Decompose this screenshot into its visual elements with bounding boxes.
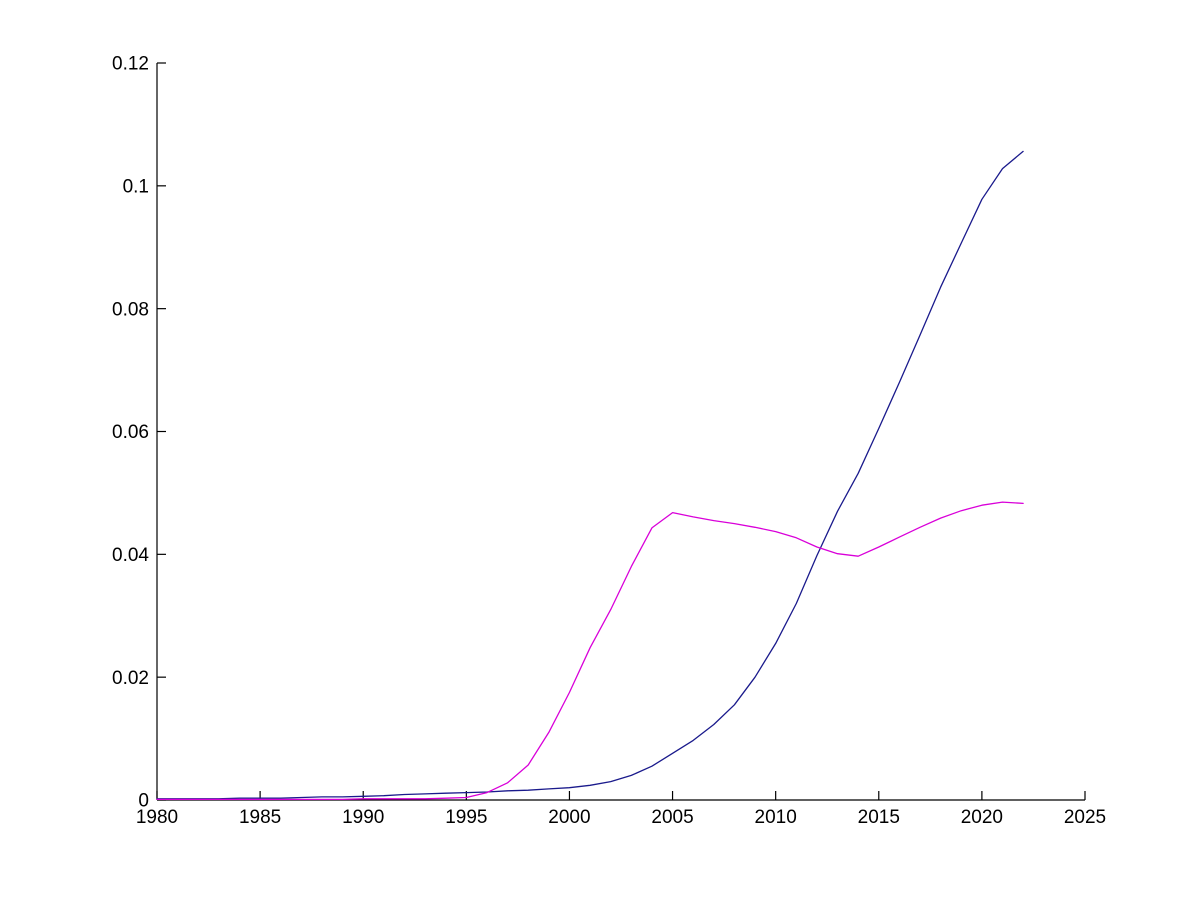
- x-tick-label: 2020: [961, 807, 1003, 828]
- x-tick-label: 1980: [136, 807, 178, 828]
- x-tick-label: 1990: [342, 807, 384, 828]
- y-tick-label: 0.06: [112, 422, 149, 443]
- navy-line: [156, 150, 1024, 800]
- magenta-line: [156, 501, 1024, 801]
- x-tick-label: 2010: [755, 807, 797, 828]
- x-tick-label: 2025: [1064, 807, 1106, 828]
- x-tick-label: 1995: [445, 807, 487, 828]
- x-tick-label: 1985: [239, 807, 281, 828]
- x-tick-label: 2005: [651, 807, 693, 828]
- y-tick-label: 0.08: [112, 299, 149, 320]
- axes: [156, 63, 1085, 801]
- tick-marks: [156, 62, 1086, 801]
- x-tick-label: 2015: [858, 807, 900, 828]
- y-tick-label: 0.1: [123, 176, 149, 197]
- x-tick-label: 2000: [548, 807, 590, 828]
- y-tick-label: 0.12: [112, 54, 149, 75]
- y-tick-label: 0.04: [112, 545, 149, 566]
- y-tick-label: 0: [138, 791, 149, 812]
- tick-labels: 1980 1985 1990 1995 2000 2005 2010 2015 2020 2025…: [112, 54, 1106, 828]
- series-lines: [156, 150, 1024, 801]
- y-tick-label: 0.02: [112, 668, 149, 689]
